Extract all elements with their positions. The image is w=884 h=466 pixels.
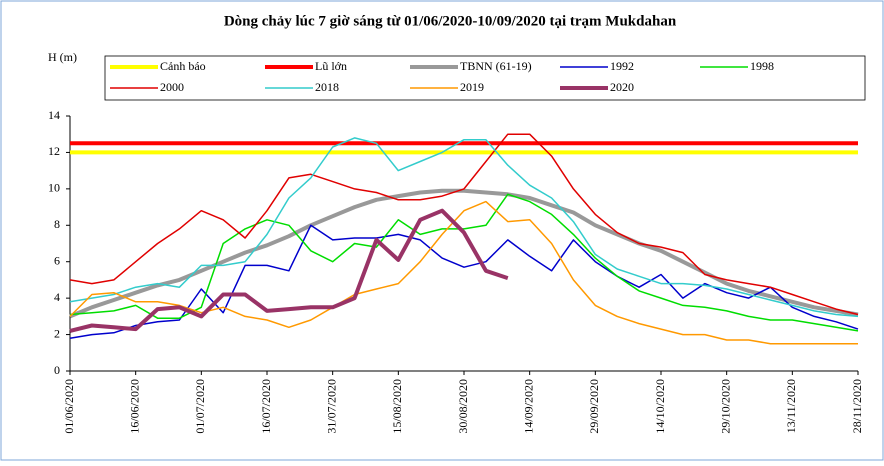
x-tick-label: 14/10/2020	[653, 379, 667, 434]
y-tick-label: 10	[48, 181, 60, 195]
legend-label: TBNN (61-19)	[460, 59, 532, 73]
series-line	[69, 200, 858, 345]
series-line	[69, 133, 859, 316]
x-tick-label: 14/09/2020	[521, 379, 535, 434]
x-tick-label: 30/08/2020	[456, 379, 470, 434]
legend-label: 2000	[160, 80, 184, 94]
series-line	[69, 193, 859, 332]
legend-label: Cảnh báo	[160, 59, 206, 73]
legend-label: 2018	[315, 80, 339, 94]
y-axis-label: H (m)	[48, 50, 77, 64]
y-tick-label: 0	[54, 363, 60, 377]
legend-label: 1998	[750, 59, 774, 73]
legend	[104, 55, 866, 101]
x-tick-label: 15/08/2020	[390, 379, 404, 434]
legend-label: 2020	[610, 80, 634, 94]
y-tick-label: 6	[54, 253, 60, 267]
legend-label: 1992	[610, 59, 634, 73]
legend-label: 2019	[460, 80, 484, 94]
y-tick-label: 14	[48, 108, 60, 122]
series-line	[69, 137, 859, 318]
series-line	[69, 208, 509, 333]
x-tick-label: 29/09/2020	[587, 379, 601, 434]
x-tick-label: 29/10/2020	[718, 379, 732, 434]
x-tick-label: 01/06/2020	[62, 379, 76, 434]
x-tick-label: 13/11/2020	[784, 379, 798, 433]
y-tick-label: 8	[54, 217, 60, 231]
x-tick-label: 01/07/2020	[193, 379, 207, 434]
series-line	[69, 188, 859, 319]
x-tick-label: 31/07/2020	[324, 379, 338, 434]
legend-label: Lũ lớn	[315, 59, 347, 73]
y-tick-label: 12	[48, 144, 60, 158]
x-tick-label: 16/06/2020	[127, 379, 141, 434]
series-line	[69, 224, 859, 339]
x-tick-label: 28/11/2020	[850, 379, 864, 433]
y-tick-label: 2	[54, 326, 60, 340]
x-tick-label: 16/07/2020	[259, 379, 273, 434]
y-tick-label: 4	[54, 290, 60, 304]
chart-title: Dòng chảy lúc 7 giờ sáng từ 01/06/2020-1…	[224, 13, 677, 29]
